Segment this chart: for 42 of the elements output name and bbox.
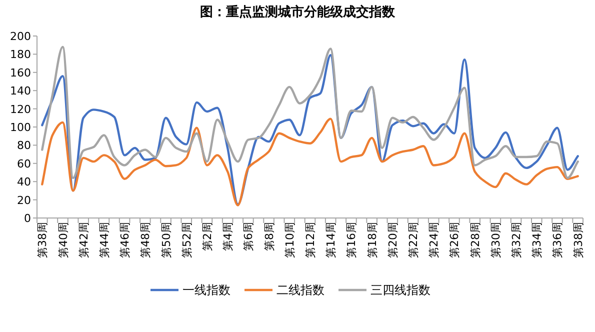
y-tick-label: 160 [10, 66, 31, 80]
title: 图：重点监测城市分能级成交指数 [200, 5, 395, 20]
y-tick-label: 20 [17, 194, 31, 207]
x-tick-label: 第34周 [530, 222, 544, 258]
x-tick-label: 第22周 [407, 222, 420, 258]
y-tick-label: 140 [10, 84, 31, 98]
x-tick-label: 第30周 [489, 222, 502, 258]
legend-label: 一线指数 [182, 283, 230, 297]
x-tick-label: 第38周 [36, 222, 50, 258]
x-tick-label: 第38周 [572, 222, 585, 258]
x-tick-label: 第6周 [242, 222, 256, 251]
x-tick-label: 第46周 [118, 222, 132, 258]
y-tick-label: 180 [10, 48, 31, 62]
x-tick-label: 第28周 [468, 222, 482, 258]
y-tick-label: 0 [24, 212, 31, 225]
x-tick-label: 第50周 [160, 222, 173, 258]
x-tick-label: 第12周 [304, 222, 317, 258]
x-tick-label: 第20周 [386, 222, 400, 258]
x-tick-label: 第18周 [366, 222, 379, 258]
x-tick-label: 第36周 [551, 222, 564, 258]
legend-label: 三四线指数 [370, 283, 430, 297]
x-tick-label: 第40周 [56, 222, 70, 258]
x-tick-label: 第8周 [262, 222, 276, 251]
x-tick-label: 第26周 [448, 222, 462, 258]
x-tick-label: 第44周 [98, 222, 111, 258]
x-tick-label: 第32周 [510, 222, 524, 258]
x-tick-label: 第2周 [200, 222, 214, 251]
y-tick-label: 120 [10, 102, 31, 116]
y-tick-label: 200 [10, 30, 31, 43]
x-tick-label: 第42周 [77, 222, 90, 258]
y-tick-label: 40 [17, 176, 31, 189]
y-tick-label: 80 [17, 139, 31, 152]
y-tick-label: 100 [10, 121, 31, 134]
y-tick-label: 60 [17, 157, 31, 170]
legend-label: 二线指数 [276, 283, 324, 297]
x-tick-label: 第4周 [222, 222, 235, 251]
x-tick-label: 第14周 [324, 222, 338, 258]
x-tick-label: 第10周 [283, 222, 296, 258]
x-tick-label: 第16周 [345, 222, 358, 258]
x-tick-label: 第24周 [428, 222, 441, 258]
x-tick-label: 第52周 [180, 222, 194, 258]
x-tick-label: 第48周 [139, 222, 152, 258]
